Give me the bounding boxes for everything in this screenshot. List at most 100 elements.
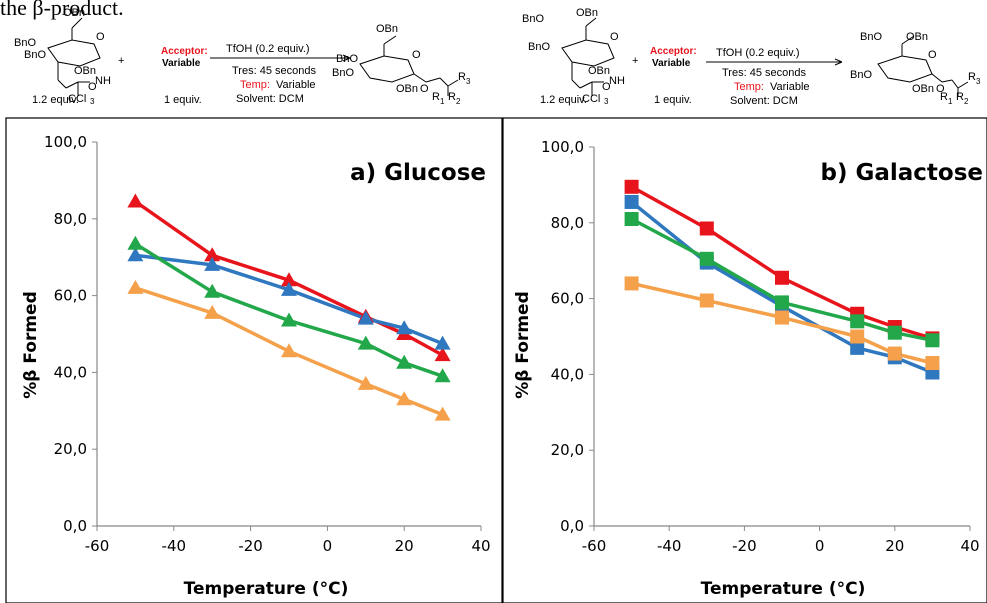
svg-text:BnO: BnO (336, 53, 358, 65)
glucose-series-1-point (357, 310, 374, 325)
svg-text:3: 3 (604, 97, 609, 106)
scheme-galactose-labels: BnO OBn BnO O OBn O NH CCl 3 1.2 equiv. … (522, 7, 981, 107)
glucose-series-0-point (127, 193, 144, 208)
svg-text:BnO: BnO (522, 13, 544, 25)
svg-text:OBn: OBn (63, 7, 85, 19)
glucose-series-1-point (127, 247, 144, 262)
galactose-y-tick-label: 60,0 (551, 290, 584, 308)
condition-tfoh-galactose: TfOH (0.2 equiv.) (716, 47, 800, 59)
svg-text:R: R (458, 71, 466, 83)
product-bond (383, 35, 397, 45)
svg-text:3: 3 (466, 77, 471, 86)
chart-glucose-title: a) Glucose (350, 160, 486, 186)
chart-glucose-frame (5, 117, 503, 603)
glucose-x-tick-label: 40 (471, 537, 490, 555)
product-bond (901, 35, 915, 45)
galactose-series-0-point (624, 179, 639, 194)
svg-text:1: 1 (948, 97, 953, 106)
glucose-series-3-point (127, 279, 144, 294)
svg-text:BnO: BnO (850, 69, 872, 81)
chart-galactose-frame (502, 117, 987, 603)
svg-text:O: O (936, 83, 945, 95)
product-bond (439, 77, 449, 87)
galactose-series-3-point (925, 356, 940, 371)
glucose-series-0-point (204, 247, 221, 262)
galactose-y-tick-label: 80,0 (551, 214, 584, 232)
donor-bond (571, 79, 581, 89)
svg-text:BnO: BnO (24, 49, 46, 61)
glucose-x-tick-label: -20 (238, 537, 263, 555)
svg-text:O: O (420, 83, 429, 95)
galactose-series-2-point (699, 251, 714, 266)
donor-equiv-galactose: 1.2 equiv. (540, 94, 587, 106)
svg-text:NH: NH (95, 75, 111, 87)
svg-text:O: O (602, 81, 611, 93)
glucose-y-tick-label: 100,0 (44, 133, 87, 151)
chart-glucose-ylabel: %β Formed (21, 291, 41, 399)
galactose-series-2-point (887, 325, 902, 340)
svg-text:BnO: BnO (528, 41, 550, 53)
acceptor-label-galactose: Acceptor: (650, 46, 697, 57)
svg-text:OBn: OBn (396, 83, 418, 95)
svg-text:O: O (96, 31, 105, 43)
glucose-y-tick-label: 60,0 (54, 287, 87, 305)
chart-galactose: b) Galactose Temperature (°C) %β Formed … (502, 117, 987, 603)
svg-text:OBn: OBn (74, 65, 96, 77)
svg-text:R: R (940, 91, 948, 103)
glucose-y-tick-label: 40,0 (54, 363, 87, 381)
glucose-series-1-point (434, 335, 451, 350)
svg-text:O: O (928, 49, 937, 61)
svg-text:1: 1 (440, 97, 445, 106)
galactose-series-3-point (624, 276, 639, 291)
product-bond (425, 77, 441, 83)
glucose-x-tick-label: 20 (395, 537, 414, 555)
chart-galactose-ylabel: %β Formed (513, 291, 533, 399)
galactose-series-2-point (775, 295, 789, 310)
svg-text:+: + (632, 55, 638, 67)
condition-tres-glucose: Tres: 45 seconds (232, 65, 316, 77)
product-bond (957, 81, 969, 89)
acceptor-value-glucose: Variable (162, 58, 201, 69)
svg-text:OBn: OBn (576, 7, 598, 19)
arrow-head (834, 58, 843, 66)
galactose-x-tick-label: 20 (885, 537, 904, 555)
glucose-series-1-point (281, 281, 297, 296)
condition-tfoh-glucose: TfOH (0.2 equiv.) (226, 43, 310, 55)
chart-galactose-title: b) Galactose (820, 160, 983, 186)
acceptor-equiv-galactose: 1 equiv. (654, 94, 692, 106)
svg-text:2: 2 (456, 97, 461, 106)
glucose-x-tick-label: -60 (85, 537, 110, 555)
condition-solvent-galactose: Solvent: DCM (730, 95, 798, 107)
glucose-series-3-point (434, 406, 451, 421)
glucose-series-3-point (204, 304, 221, 319)
glucose-series-1-line (135, 253, 444, 346)
galactose-series-2-point (925, 333, 940, 348)
svg-text:BnO: BnO (860, 31, 882, 43)
acceptor-equiv-glucose: 1 equiv. (164, 94, 202, 106)
glucose-series-2-line (134, 242, 444, 378)
donor-bond (57, 79, 67, 89)
glucose-x-tick-label: 0 (323, 537, 333, 555)
galactose-x-tick-label: -60 (582, 537, 607, 555)
arrow-head (342, 54, 351, 62)
chart-galactose-xlabel: Temperature (°C) (701, 579, 866, 599)
svg-text:2: 2 (964, 97, 969, 106)
glucose-series-2-point (434, 368, 451, 383)
svg-text:3: 3 (90, 97, 95, 106)
donor-bond (585, 17, 597, 27)
temp-value-galactose: Variable (770, 81, 810, 93)
galactose-y-tick-label: 40,0 (551, 365, 584, 383)
galactose-y-tick-label: 0,0 (560, 517, 584, 535)
donor-bond (579, 81, 593, 89)
glucose-series-2-point (396, 354, 413, 369)
glucose-series-0-point (434, 347, 451, 362)
condition-solvent-glucose: Solvent: DCM (236, 93, 304, 105)
svg-text:BnO: BnO (332, 67, 354, 79)
donor-equiv-glucose: 1.2 equiv. (32, 94, 79, 106)
lead-text: the β-product. (0, 0, 124, 20)
acceptor-value-galactose: Variable (652, 58, 691, 69)
svg-text:OBn: OBn (912, 83, 934, 95)
galactose-series-0-point (699, 221, 714, 236)
glucose-series-1-point (204, 256, 221, 271)
glucose-series-2-point (204, 283, 221, 298)
